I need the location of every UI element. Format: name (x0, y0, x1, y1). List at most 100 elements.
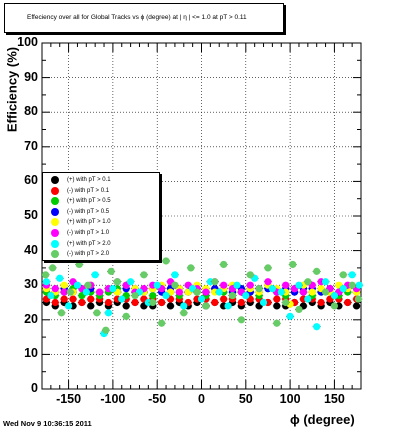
data-point (286, 312, 294, 320)
data-point (60, 295, 68, 303)
legend-label: (+) with pT > 2.0 (67, 240, 111, 247)
data-point (122, 312, 130, 320)
data-point (255, 285, 263, 293)
data-point (246, 281, 254, 289)
x-tick-label: -150 (56, 392, 82, 406)
timestamp: Wed Nov 9 10:36:15 2011 (3, 419, 92, 428)
data-point (264, 264, 272, 272)
data-point (220, 260, 228, 269)
data-point (273, 319, 281, 327)
data-point (104, 298, 113, 307)
legend-label: (+) with pT > 0.1 (67, 177, 111, 183)
data-point (69, 295, 77, 303)
legend: (+) with pT > 0.1 (-) with pT > 0.1 (+) wi… (42, 172, 160, 261)
data-point (104, 309, 113, 317)
legend-marker (51, 250, 59, 259)
data-point (180, 309, 188, 317)
data-point (149, 298, 157, 307)
data-point (348, 271, 356, 279)
data-point (57, 309, 66, 317)
y-tick-label: 20 (24, 311, 38, 326)
x-tick-label: 0 (198, 392, 205, 406)
legend-marker (51, 218, 59, 227)
data-point (339, 271, 347, 279)
data-point (109, 285, 117, 293)
data-point (289, 260, 297, 269)
data-point (352, 302, 361, 310)
data-point (282, 281, 290, 289)
legend-entry: (+) with pT > 0.1 (43, 175, 159, 185)
y-tick-label: 30 (24, 277, 38, 292)
data-point (344, 298, 352, 307)
data-point (87, 302, 95, 310)
legend-marker (51, 186, 59, 195)
data-point (73, 281, 82, 289)
legend-entry: (+) with pT > 0.5 (43, 196, 159, 206)
data-point (242, 291, 250, 300)
data-point (268, 285, 276, 293)
grid-lines (42, 43, 361, 389)
legend-label: (+) with pT > 0.5 (67, 198, 111, 205)
data-point (202, 302, 210, 310)
legend-label: (-) with pT > 1.0 (67, 230, 110, 236)
data-point (60, 288, 68, 296)
data-point (295, 281, 303, 289)
y-tick-label: 100 (17, 35, 38, 49)
data-point (211, 278, 219, 286)
legend-entry: (-) with pT > 0.5 (43, 207, 159, 217)
data-point (277, 288, 285, 296)
data-point (299, 288, 308, 296)
data-point (47, 291, 55, 300)
data-point (237, 298, 245, 307)
data-point (304, 278, 312, 286)
x-axis-label: ϕ (degree) (290, 412, 355, 427)
data-point (197, 295, 206, 303)
data-point (64, 302, 73, 310)
legend-label: (-) with pT > 0.1 (67, 187, 110, 194)
data-point (41, 271, 50, 279)
series-7 (41, 257, 363, 334)
data-point (162, 291, 170, 300)
data-point (93, 309, 101, 317)
data-point (56, 274, 64, 282)
data-point (220, 281, 228, 289)
legend-marker (51, 207, 59, 216)
data-point (321, 288, 330, 296)
data-point (187, 264, 195, 272)
y-tick-label: 60 (24, 173, 38, 188)
y-tick-label: 80 (24, 104, 38, 119)
legend-marker (51, 176, 59, 184)
data-point (140, 271, 148, 279)
data-point (237, 316, 245, 324)
data-point (330, 302, 339, 310)
data-point (215, 288, 223, 296)
data-point (66, 288, 74, 296)
y-tick-label: 10 (24, 346, 38, 361)
data-point (82, 288, 90, 296)
data-point (264, 278, 272, 286)
data-point (87, 295, 95, 303)
x-tick-label: 150 (323, 392, 345, 406)
data-point (102, 326, 110, 334)
series-6 (42, 271, 364, 338)
data-point (107, 267, 115, 275)
legend-marker (51, 239, 59, 248)
data-point (202, 288, 210, 296)
data-point (78, 298, 86, 307)
data-point (233, 281, 241, 289)
legend-marker (51, 197, 59, 206)
legend-label: (+) with pT > 1.0 (67, 219, 111, 226)
data-point (118, 295, 126, 303)
data-point (193, 288, 201, 296)
data-point (131, 291, 139, 300)
data-point (313, 267, 321, 275)
legend-label: (-) with pT > 0.5 (67, 208, 110, 215)
data-point (166, 302, 175, 310)
data-point (228, 291, 237, 300)
data-point (259, 298, 268, 307)
data-point (153, 281, 161, 289)
data-point (211, 298, 219, 307)
data-point (75, 260, 83, 269)
data-point (51, 298, 59, 307)
